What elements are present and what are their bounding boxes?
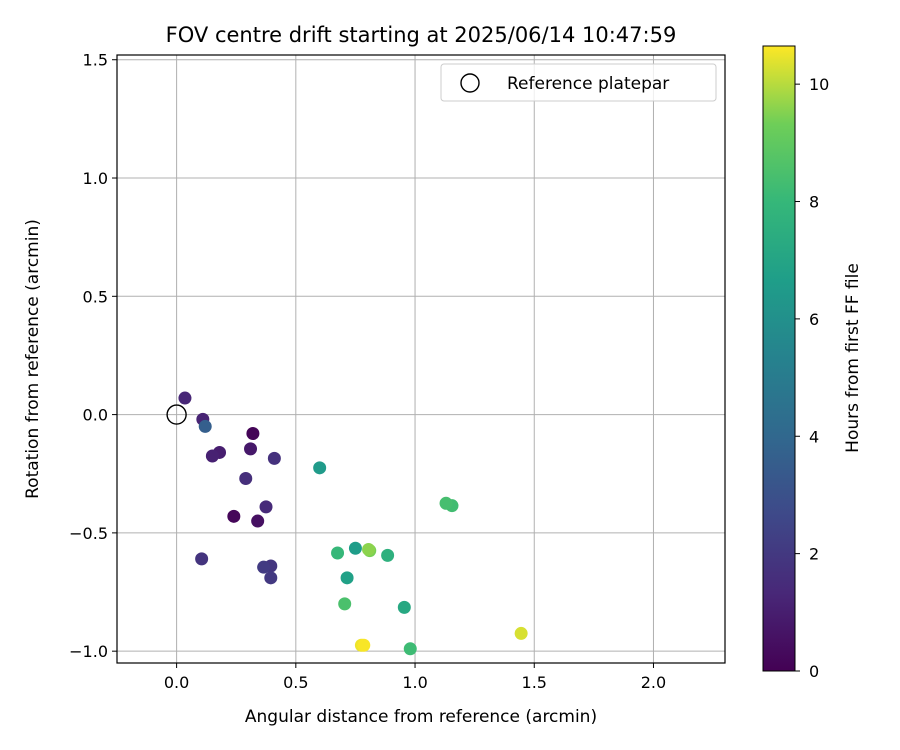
- scatter-point: [267, 451, 281, 465]
- colorbar-ticks: 0 2 4 6 8 10: [795, 75, 829, 681]
- chart-title: FOV centre drift starting at 2025/06/14 …: [166, 23, 677, 47]
- plot-frame: [116, 54, 726, 664]
- scatter-point: [397, 600, 411, 614]
- scatter-point: [246, 427, 260, 441]
- x-axis-ticks: 0.0 0.5 1.0 1.5 2.0: [164, 663, 666, 692]
- legend-box: [440, 63, 717, 102]
- colorbar-tick-label: 4: [809, 427, 819, 446]
- scatter-point: [340, 571, 354, 585]
- scatter-point: [257, 560, 271, 574]
- scatter-point: [338, 597, 352, 611]
- scatter-point: [259, 500, 273, 514]
- scatter-point: [178, 391, 192, 405]
- y-axis-label: Rotation from reference (arcmin): [23, 219, 43, 499]
- reference-marker-group: [166, 404, 187, 425]
- scatter-point: [205, 449, 219, 463]
- legend-entry-reference: Reference platepar: [507, 74, 669, 94]
- scatter-point: [195, 552, 209, 566]
- scatter-point: [313, 461, 327, 475]
- colorbar: 0 2 4 6 8 10 Hours from first FF file: [762, 45, 863, 681]
- y-tick-label: −1.0: [69, 642, 108, 661]
- grid-lines: [117, 55, 725, 663]
- colorbar-tick-label: 6: [809, 310, 819, 329]
- scatter-point: [198, 419, 212, 433]
- scatter-point: [403, 642, 417, 656]
- scatter-point: [381, 548, 395, 562]
- scatter-point: [362, 542, 376, 556]
- scatter-point: [331, 546, 345, 560]
- legend: Reference platepar: [440, 63, 717, 102]
- colorbar-tick-label: 0: [809, 662, 819, 681]
- scatter-points: [178, 391, 528, 656]
- x-tick-label: 1.0: [402, 673, 427, 692]
- scatter-point: [251, 514, 265, 528]
- colorbar-gradient: [762, 45, 796, 672]
- scatter-point: [357, 638, 371, 652]
- colorbar-tick-label: 10: [809, 75, 829, 94]
- y-axis-ticks: −1.0 −0.5 0.0 0.5 1.0 1.5: [69, 51, 117, 661]
- scatter-point: [264, 571, 278, 585]
- y-tick-label: −0.5: [69, 524, 108, 543]
- x-tick-label: 0.0: [164, 673, 189, 692]
- x-tick-label: 2.0: [641, 673, 666, 692]
- colorbar-tick-label: 8: [809, 193, 819, 212]
- x-axis-label: Angular distance from reference (arcmin): [245, 707, 597, 727]
- y-tick-label: 0.5: [83, 287, 108, 306]
- x-tick-label: 0.5: [283, 673, 308, 692]
- scatter-point: [239, 471, 253, 485]
- y-tick-label: 1.5: [83, 51, 108, 70]
- legend-reference-icon: [460, 73, 480, 93]
- scatter-point: [514, 626, 528, 640]
- scatter-point: [227, 509, 241, 523]
- scatter-point: [439, 496, 453, 510]
- y-tick-label: 0.0: [83, 406, 108, 425]
- scatter-point: [348, 541, 362, 555]
- reference-platepar-marker: [166, 404, 187, 425]
- colorbar-tick-label: 2: [809, 545, 819, 564]
- y-tick-label: 1.0: [83, 169, 108, 188]
- colorbar-label: Hours from first FF file: [843, 263, 863, 453]
- x-tick-label: 1.5: [522, 673, 547, 692]
- scatter-point: [244, 442, 258, 456]
